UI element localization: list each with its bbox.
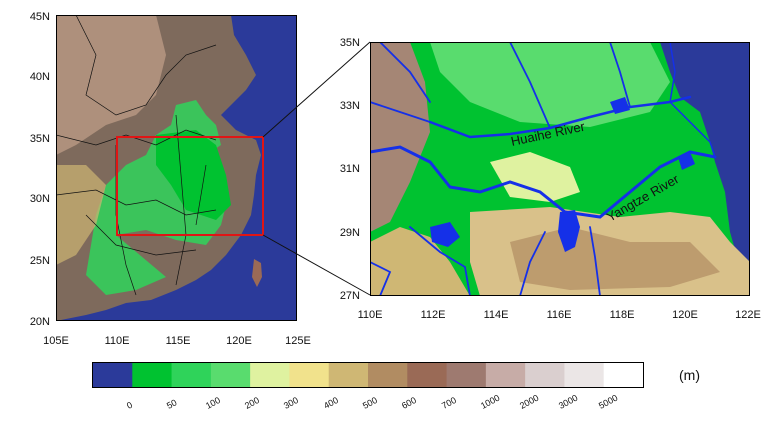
right-lat-tick-35n: 35N xyxy=(339,37,360,49)
left-lon-tick-110e: 110E xyxy=(104,335,130,347)
left-lon-tick-120e: 120E xyxy=(226,335,252,347)
detail-map: Huaihe River Yangtze River xyxy=(368,41,750,297)
colorbar-label: 3000 xyxy=(557,392,580,411)
hongze-lake xyxy=(610,97,630,114)
colorbar-swatches xyxy=(93,363,644,387)
colorbar-swatch xyxy=(93,363,133,387)
taiwan-island xyxy=(252,259,262,287)
right-lon-tick-112e: 112E xyxy=(420,309,446,321)
colorbar-label: 200 xyxy=(243,394,262,411)
northern-lowland xyxy=(430,42,670,127)
dabie-mountains xyxy=(490,152,580,202)
plain-area xyxy=(156,130,231,220)
left-lat-tick-25n: 25N xyxy=(29,255,50,267)
dongting-lake xyxy=(430,222,460,247)
left-lon-tick-105e: 105E xyxy=(43,335,69,347)
colorbar-label: 500 xyxy=(361,394,379,411)
right-lat-tick-27n: 27N xyxy=(339,290,360,302)
overview-map xyxy=(55,14,297,321)
left-lat-tick-20n: 20N xyxy=(29,316,50,328)
colorbar-label: 2000 xyxy=(518,392,541,411)
poyang-lake xyxy=(558,210,580,252)
taihu-lake xyxy=(678,152,695,170)
river-network xyxy=(368,41,717,297)
colorbar-unit: (m) xyxy=(679,367,700,383)
left-lat-tick-45n: 45N xyxy=(29,11,50,23)
colorbar-swatch xyxy=(132,363,173,387)
huaihe-river-line xyxy=(428,95,692,139)
right-lat-tick-29n: 29N xyxy=(339,227,360,239)
colorbar-label: 600 xyxy=(400,394,419,411)
colorbar-swatch xyxy=(525,363,565,387)
colorbar-swatch xyxy=(171,363,212,387)
left-lat-tick-40n: 40N xyxy=(29,71,50,83)
colorbar-swatch xyxy=(564,363,605,387)
right-lon-tick-118e: 118E xyxy=(609,309,635,321)
southwest-hills xyxy=(370,227,470,296)
colorbar-swatch xyxy=(289,363,330,387)
right-lat-tick-31n: 31N xyxy=(339,163,360,175)
detail-map-canvas: Huaihe River Yangtze River xyxy=(368,41,750,297)
colorbar-label: 5000 xyxy=(596,392,620,411)
colorbar-swatch xyxy=(368,363,408,387)
colorbar-label: 100 xyxy=(203,394,222,411)
right-lon-tick-110e: 110E xyxy=(357,309,383,321)
detail-map-frame xyxy=(370,42,750,296)
right-lon-tick-116e: 116E xyxy=(546,309,572,321)
right-lon-tick-114e: 114E xyxy=(483,309,509,321)
colorbar-label: 50 xyxy=(164,397,179,411)
left-lon-tick-115e: 115E xyxy=(165,335,191,347)
right-lon-tick-122e: 122E xyxy=(735,309,761,321)
colorbar-swatch xyxy=(210,363,251,387)
right-lat-tick-33n: 33N xyxy=(339,100,360,112)
colorbar-swatch xyxy=(485,363,526,387)
overview-map-canvas xyxy=(55,14,297,321)
colorbar-label: 300 xyxy=(282,394,301,411)
colorbar-label: 400 xyxy=(321,394,340,411)
overview-map-frame xyxy=(56,15,297,321)
colorbar-label: 700 xyxy=(439,394,458,411)
colorbar-swatch xyxy=(603,363,644,387)
study-region-box xyxy=(116,136,264,236)
colorbar-swatch xyxy=(328,363,369,387)
colorbar-swatch xyxy=(407,363,448,387)
left-lon-tick-125e: 125E xyxy=(285,335,311,347)
colorbar-label: 0 xyxy=(125,399,135,411)
right-lon-tick-120e: 120E xyxy=(672,309,698,321)
colorbar-swatch xyxy=(446,363,487,387)
colorbar-label: 1000 xyxy=(478,392,502,411)
highland-area xyxy=(56,15,166,155)
colorbar-swatch xyxy=(250,363,290,387)
western-highlands xyxy=(370,42,430,232)
left-lat-tick-30n: 30N xyxy=(29,193,50,205)
east-sea xyxy=(660,42,750,272)
elevation-colorbar xyxy=(92,362,644,388)
province-borders xyxy=(55,14,217,296)
yangtze-river-line xyxy=(368,145,717,219)
left-lat-tick-35n: 35N xyxy=(29,133,50,145)
